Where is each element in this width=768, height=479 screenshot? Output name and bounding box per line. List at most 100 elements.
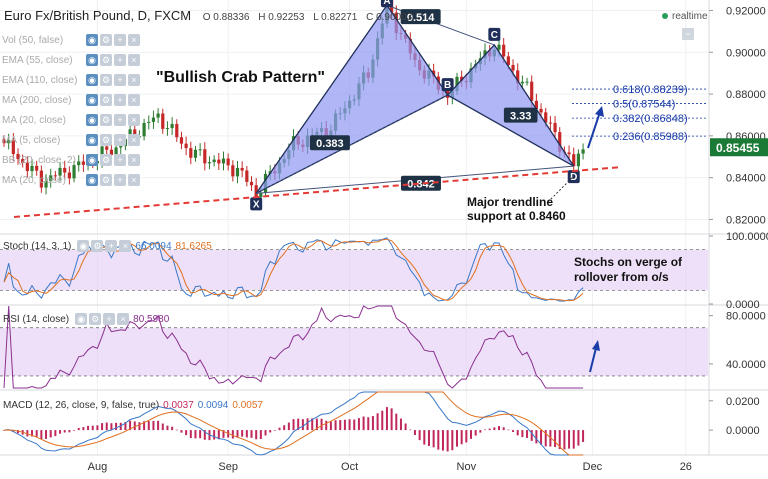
- close-icon[interactable]: ×: [128, 34, 140, 46]
- visibility-icon[interactable]: ◉: [86, 94, 98, 106]
- add-icon[interactable]: +: [114, 174, 126, 186]
- visibility-icon[interactable]: ◉: [86, 174, 98, 186]
- settings-icon[interactable]: ⚙: [100, 54, 112, 66]
- macd-histogram-bar: [507, 429, 510, 431]
- visibility-icon[interactable]: ◉: [86, 114, 98, 126]
- pattern-ratio-badge: 0.514: [400, 9, 441, 25]
- candle-body: [581, 149, 585, 154]
- settings-icon[interactable]: ⚙: [91, 240, 104, 252]
- close-icon[interactable]: ×: [128, 154, 140, 166]
- macd-histogram-bar: [87, 425, 90, 431]
- settings-icon[interactable]: ⚙: [100, 74, 112, 86]
- add-icon[interactable]: +: [114, 34, 126, 46]
- macd-histogram-bar: [521, 430, 524, 438]
- price-axes[interactable]: 0.820000.840000.860000.880000.900000.920…: [709, 5, 768, 437]
- add-icon[interactable]: +: [114, 74, 126, 86]
- settings-icon[interactable]: ⚙: [100, 134, 112, 146]
- add-icon[interactable]: +: [114, 94, 126, 106]
- stoch-legend[interactable]: Stoch (14, 3, 1) ◉ ⚙ + × 66.0094 81.6265: [3, 240, 212, 252]
- indicator-item[interactable]: MA (20, close) ◉ ⚙ + ×: [2, 110, 140, 130]
- settings-icon[interactable]: ⚙: [100, 114, 112, 126]
- close-icon[interactable]: ×: [128, 114, 140, 126]
- close-icon[interactable]: ×: [128, 94, 140, 106]
- indicator-label: MA (20, close): [2, 114, 66, 126]
- close-value: C 0.90003: [366, 12, 413, 23]
- settings-icon[interactable]: ⚙: [89, 313, 102, 325]
- macd-histogram-bar: [236, 430, 239, 438]
- rsi-arrow-head: [592, 340, 600, 351]
- macd-histogram-bar: [325, 420, 328, 431]
- symbol-title[interactable]: Euro Fx/British Pound, D, FXCM: [4, 8, 192, 23]
- add-icon[interactable]: +: [114, 114, 126, 126]
- rsi-legend[interactable]: RSI (14, close) ◉ ⚙ + × 80.5980: [3, 313, 169, 325]
- macd-histogram-bar: [423, 430, 426, 445]
- indicator-item[interactable]: Vol (50, false) ◉ ⚙ + ×: [2, 30, 140, 50]
- close-icon[interactable]: ×: [119, 240, 132, 252]
- macd-histogram-bar: [577, 430, 580, 446]
- visibility-icon[interactable]: ◉: [86, 74, 98, 86]
- indicator-item[interactable]: EMA (110, close) ◉ ⚙ + ×: [2, 70, 140, 90]
- time-tick-label: 26: [680, 461, 692, 473]
- candle-body: [179, 137, 184, 144]
- trendline-note-line2: support at 0.8460: [467, 209, 566, 223]
- pattern-point-label: C: [491, 30, 498, 41]
- macd-histogram-bar: [479, 430, 482, 433]
- candle-body: [207, 162, 212, 164]
- indicator-item[interactable]: MA (5, close) ◉ ⚙ + ×: [2, 130, 140, 150]
- realtime-indicator[interactable]: realtime: [662, 11, 708, 22]
- close-icon[interactable]: ×: [128, 74, 140, 86]
- add-icon[interactable]: +: [103, 313, 116, 325]
- candle-body: [100, 146, 104, 161]
- indicator-label: EMA (55, close): [2, 54, 73, 66]
- indicator-item[interactable]: BB (20, close, 2) ◉ ⚙ + ×: [2, 150, 140, 170]
- indicator-item[interactable]: MA (20, close) ◉ ⚙ + ×: [2, 170, 140, 190]
- visibility-icon[interactable]: ◉: [75, 313, 88, 325]
- collapse-button[interactable]: −: [682, 28, 694, 40]
- close-icon[interactable]: ×: [128, 134, 140, 146]
- indicator-item[interactable]: MA (200, close) ◉ ⚙ + ×: [2, 90, 140, 110]
- macd-histogram-bar: [45, 430, 48, 439]
- candle-body: [21, 159, 25, 163]
- candle-body: [576, 153, 581, 167]
- candle-body: [259, 192, 263, 198]
- visibility-icon[interactable]: ◉: [86, 54, 98, 66]
- pattern-point-b: B: [441, 78, 454, 92]
- candle-body: [7, 140, 11, 144]
- indicator-label: EMA (110, close): [2, 74, 78, 86]
- stoch-annotation: rollover from o/s: [574, 270, 669, 284]
- visibility-icon[interactable]: ◉: [77, 240, 90, 252]
- close-icon[interactable]: ×: [128, 54, 140, 66]
- macd-histogram-bar: [31, 430, 34, 437]
- candle-body: [53, 175, 57, 177]
- close-icon[interactable]: ×: [117, 313, 130, 325]
- add-icon[interactable]: +: [114, 154, 126, 166]
- visibility-icon[interactable]: ◉: [86, 34, 98, 46]
- settings-icon[interactable]: ⚙: [100, 94, 112, 106]
- settings-icon[interactable]: ⚙: [100, 174, 112, 186]
- candle-body: [49, 175, 53, 182]
- close-icon[interactable]: ×: [128, 174, 140, 186]
- macd-legend[interactable]: MACD (12, 26, close, 9, false, true) 0.0…: [3, 400, 263, 411]
- add-icon[interactable]: +: [114, 54, 126, 66]
- macd-histogram-bar: [498, 426, 501, 431]
- macd-histogram-bar: [287, 422, 290, 431]
- macd-histogram-bar: [161, 423, 164, 431]
- settings-icon[interactable]: ⚙: [100, 154, 112, 166]
- axis-tick-label: 40.0000: [726, 359, 766, 371]
- stoch-k-value: 66.0094: [135, 240, 172, 252]
- macd-line-value: 0.0094: [197, 400, 229, 411]
- fib-level-label: 0.618(0.88239): [613, 84, 688, 96]
- time-axis[interactable]: Aug Sep Oct Nov Dec 26: [88, 461, 692, 473]
- macd-histogram-bar: [203, 430, 206, 440]
- macd-histogram-bar: [273, 430, 276, 431]
- visibility-icon[interactable]: ◉: [86, 154, 98, 166]
- visibility-icon[interactable]: ◉: [86, 134, 98, 146]
- settings-icon[interactable]: ⚙: [100, 34, 112, 46]
- macd-histogram-bar: [404, 423, 407, 431]
- macd-histogram-bar: [73, 430, 76, 431]
- add-icon[interactable]: +: [114, 134, 126, 146]
- indicator-item[interactable]: EMA (55, close) ◉ ⚙ + ×: [2, 50, 140, 70]
- macd-histogram-bar: [231, 430, 234, 439]
- add-icon[interactable]: +: [105, 240, 118, 252]
